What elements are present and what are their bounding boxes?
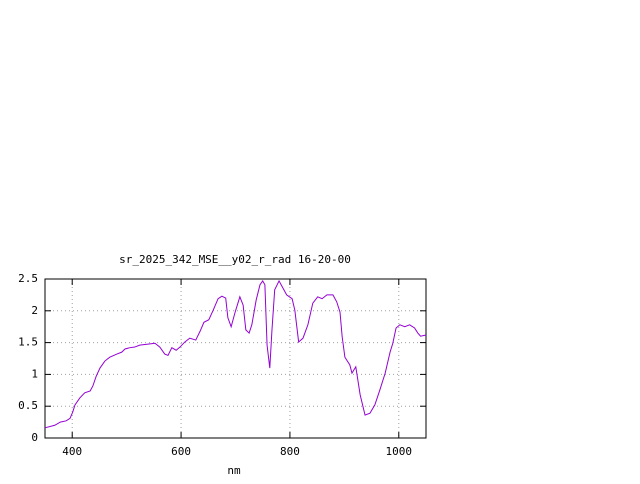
y-tick-label: 1 (31, 367, 38, 380)
y-tick-label: 0 (31, 431, 38, 444)
y-tick-label: 1.5 (18, 336, 38, 349)
x-tick-label: 400 (62, 445, 82, 458)
plot-frame (44, 278, 427, 439)
data-line (44, 279, 427, 429)
x-tick-label: 1000 (386, 445, 413, 458)
x-tick-label: 800 (280, 445, 300, 458)
x-tick-label: 600 (171, 445, 191, 458)
y-tick-label: 0.5 (18, 399, 38, 412)
x-axis-label: nm (227, 464, 241, 477)
chart-title: sr_2025_342_MSE__y02_r_rad 16-20-00 (119, 253, 351, 266)
y-tick-label: 2.5 (18, 272, 38, 285)
y-tick-label: 2 (31, 304, 38, 317)
